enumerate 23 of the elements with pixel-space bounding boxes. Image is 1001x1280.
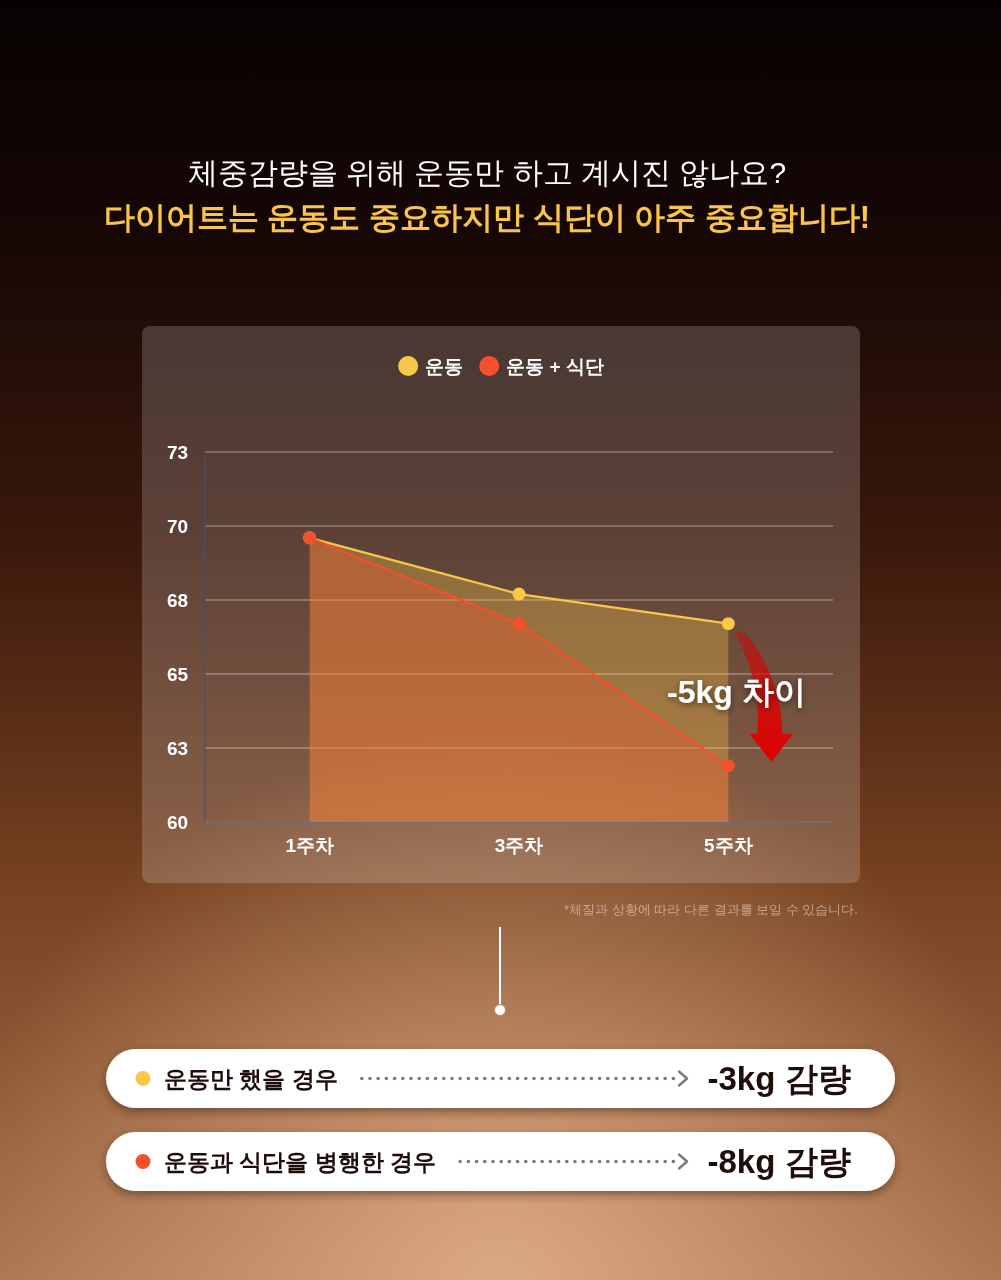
y-tick-label: 68 xyxy=(167,589,189,611)
chart-subtitle: 다이어트는 운동도 중요하지만 식단이 아주 중요합니다! xyxy=(103,199,871,235)
text: 운동만 했을 경우 xyxy=(164,1065,338,1092)
point xyxy=(512,587,526,601)
x-tick-label: 1주차 xyxy=(285,834,334,856)
point xyxy=(512,617,526,631)
text: *체질과 상황에 따라 다른 결과를 보일 수 있습니다. xyxy=(564,901,858,917)
y-tick-label: 65 xyxy=(167,663,189,685)
y-tick-label: 63 xyxy=(167,737,189,759)
x-tick-label: 3주차 xyxy=(494,834,544,856)
text: -3kg 감량 xyxy=(707,1060,851,1097)
point xyxy=(721,617,735,631)
annotation: -5kg 차이 xyxy=(666,673,806,710)
point xyxy=(721,759,735,773)
legend-label: 운동 + 식단 xyxy=(506,355,604,377)
y-tick-label: 70 xyxy=(167,515,189,537)
x-tick-label: 5주차 xyxy=(704,834,753,856)
legend-label: 운동 xyxy=(425,355,464,377)
text: -8kg 감량 xyxy=(707,1143,851,1180)
y-tick-label: 60 xyxy=(167,811,189,833)
chart-title: 체중감량을 위해 운동만 하고 계시진 않나요? xyxy=(187,155,787,189)
text: 운동과 식단을 병행한 경우 xyxy=(164,1148,437,1175)
y-tick-label: 73 xyxy=(167,441,189,463)
